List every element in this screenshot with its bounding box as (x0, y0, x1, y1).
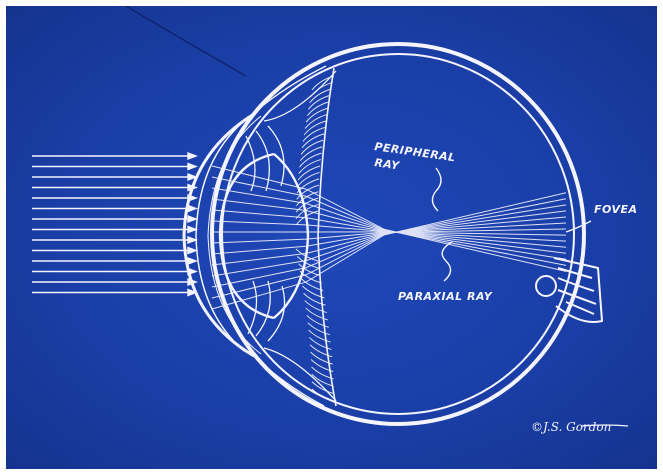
refracted-ray (211, 220, 567, 242)
ciliary-body-top (245, 65, 337, 192)
hatch-line (304, 300, 327, 314)
refracted-rays (211, 165, 567, 310)
incoming-rays (32, 151, 198, 297)
hatch-line (295, 210, 319, 226)
hatch-line (297, 171, 320, 187)
refracted-ray (211, 192, 567, 310)
fovea-pointer (565, 220, 592, 233)
refracted-ray (211, 176, 567, 266)
refracted-ray (212, 231, 567, 236)
refracted-ray (211, 210, 567, 277)
hatch-line (295, 248, 319, 262)
hatch-line (296, 256, 320, 269)
refracted-ray (211, 204, 567, 288)
hatch-line (295, 197, 319, 213)
hatch-line (310, 81, 333, 97)
hatch-line (305, 107, 329, 123)
hatch-line (309, 337, 332, 350)
retina-hatching (295, 75, 335, 402)
hatch-line (296, 184, 319, 200)
hatch-line (306, 101, 330, 117)
refracted-ray (211, 228, 567, 244)
ray-arrowhead (187, 204, 198, 213)
hatch-line (299, 152, 322, 168)
hatch-line (296, 178, 320, 194)
ray-arrowhead (187, 225, 198, 234)
refracted-ray (211, 216, 567, 266)
hatch-line (311, 381, 335, 395)
hatch-line (308, 94, 331, 110)
hatch-line (303, 292, 326, 306)
ray-arrowhead (187, 235, 198, 245)
refracted-ray (211, 198, 567, 254)
hatch-line (304, 114, 328, 129)
hatch-line (306, 314, 329, 328)
cornea (182, 112, 262, 358)
eye-diagram: PERIPHERAL RAY FOVEA PARAXIAL RAY ©J.S. … (32, 6, 638, 434)
hatch-line (297, 165, 321, 181)
hatch-line (309, 88, 332, 104)
ray-arrowhead (187, 151, 198, 161)
hatch-line (305, 307, 328, 321)
hatch-line (311, 388, 335, 402)
pointers (431, 167, 592, 282)
peripheral-pointer (431, 167, 442, 212)
paraxial-pointer (441, 241, 453, 282)
hatch-line (303, 120, 327, 136)
eyeball (210, 42, 586, 426)
ora-serrata (317, 67, 337, 407)
fovea-label: FOVEA (594, 203, 638, 216)
ray-arrowhead (187, 214, 198, 224)
ray-arrowhead (187, 288, 198, 297)
refracted-ray (211, 222, 567, 255)
ciliary-body-bottom (247, 280, 337, 407)
hatch-line (299, 146, 323, 162)
diagram-frame: PERIPHERAL RAY FOVEA PARAXIAL RAY ©J.S. … (6, 6, 657, 469)
hatch-line (298, 159, 321, 174)
ray-arrowhead (187, 246, 198, 255)
refracted-ray (211, 198, 567, 299)
hatch-line (310, 351, 333, 365)
stray-line (125, 6, 247, 77)
hatch-line (300, 139, 324, 155)
hatch-line (311, 75, 335, 91)
hatch-line (309, 344, 333, 358)
refracted-ray (211, 187, 567, 260)
ray-arrowhead (187, 256, 198, 266)
optic-nerve (535, 257, 604, 323)
signature-underline (580, 424, 629, 427)
hatch-line (296, 191, 319, 207)
hatch-line (295, 204, 319, 219)
artist-signature: ©J.S. Gordon (531, 420, 611, 434)
hatch-line (302, 126, 326, 142)
refracted-ray (211, 209, 567, 248)
lens (218, 152, 310, 320)
hatch-line (301, 133, 325, 149)
hatch-line (311, 373, 334, 387)
hatch-line (308, 329, 331, 343)
hatch-line (307, 322, 330, 336)
ray-arrowhead (187, 162, 198, 171)
paraxial-label: PARAXIAL RAY (398, 290, 493, 303)
ray-arrowhead (187, 172, 198, 182)
refracted-ray (211, 165, 567, 272)
peripheral-label-line2: RAY (374, 156, 401, 172)
hatch-line (298, 263, 321, 277)
